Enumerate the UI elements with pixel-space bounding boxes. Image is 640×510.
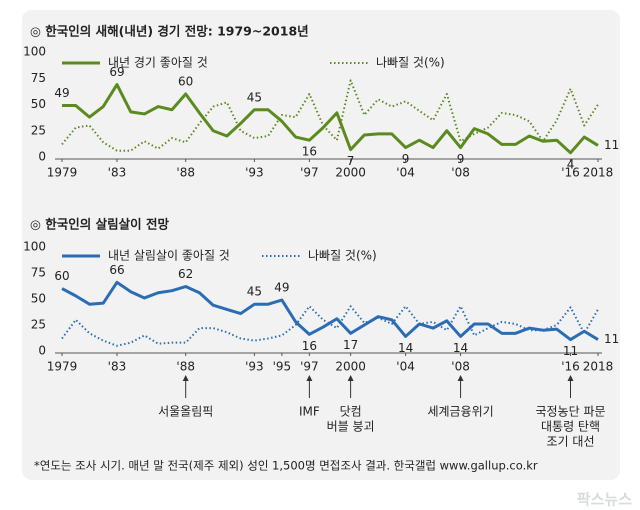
data-label: 45 (247, 285, 262, 299)
x-tick-label: 2000 (335, 166, 366, 180)
data-label: 11 (604, 332, 619, 346)
y-tick-label: 25 (31, 318, 46, 332)
data-label: 7 (347, 154, 355, 168)
chart-title: ◎ 한국인의 살림살이 전망 (30, 217, 169, 232)
y-tick-label: 50 (31, 97, 46, 111)
x-tick-label: 2018 (583, 360, 614, 374)
line-worse (61, 305, 599, 347)
x-tick-label: '97 (300, 360, 319, 374)
y-tick-label: 0 (38, 344, 46, 358)
x-tick-label: '04 (396, 360, 415, 374)
annotation: 국정농단 파문 (535, 405, 605, 419)
data-label: 69 (109, 65, 124, 79)
data-label: 14 (453, 341, 468, 355)
x-tick-label: '08 (451, 360, 470, 374)
y-tick-label: 75 (31, 71, 46, 85)
x-tick-label: '16 (561, 166, 580, 180)
line-better (61, 280, 599, 342)
x-tick-label: '83 (108, 360, 127, 374)
x-tick-label: '88 (176, 166, 195, 180)
x-tick-label: '08 (451, 166, 470, 180)
x-tick-label: 1979 (47, 360, 78, 374)
y-tick-label: 25 (31, 123, 46, 137)
watermark: 팍스뉴스 (577, 491, 632, 509)
legend-label: 내년 살림살이 좋아질 것 (108, 249, 230, 263)
x-tick-label: '97 (300, 166, 319, 180)
y-tick-label: 100 (23, 240, 46, 254)
data-label: 11 (604, 138, 619, 152)
data-label: 49 (54, 86, 69, 100)
data-label: 11 (563, 344, 578, 358)
data-label: 60 (178, 75, 193, 89)
data-label: 17 (343, 338, 358, 352)
chart-title: ◎ 한국인의 새해(내년) 경기 전망: 1979~2018년 (30, 24, 309, 39)
data-label: 62 (178, 267, 193, 281)
annotation: 세계금융위기 (427, 405, 493, 419)
y-tick-label: 0 (38, 150, 46, 164)
annotation: IMF (299, 405, 320, 419)
legend-label: 나빠질 것(%) (308, 249, 377, 263)
x-tick-label: 1979 (47, 166, 78, 180)
data-label: 49 (274, 281, 289, 295)
data-label: 45 (247, 90, 262, 104)
x-tick-label: '88 (176, 360, 195, 374)
x-tick-label: '93 (245, 166, 264, 180)
x-tick-label: '16 (561, 360, 580, 374)
annotation: 대통령 탄핵 (541, 420, 600, 434)
y-tick-label: 100 (23, 45, 46, 59)
x-tick-label: 2018 (583, 166, 614, 180)
data-label: 9 (457, 152, 465, 166)
legend-label: 나빠질 것(%) (376, 56, 445, 70)
data-label: 16 (302, 339, 317, 353)
data-label: 4 (567, 157, 575, 171)
data-label: 9 (402, 152, 410, 166)
footnote: *연도는 조사 시기. 매년 말 전국(제주 제외) 성인 1,500명 면접조… (34, 459, 538, 473)
x-tick-label: '83 (108, 166, 127, 180)
y-tick-label: 75 (31, 266, 46, 280)
x-tick-label: '04 (396, 166, 415, 180)
annotation: 닷컴 (340, 405, 362, 419)
line-better (62, 83, 599, 155)
x-tick-label: '95 (273, 360, 292, 374)
x-tick-label: '93 (245, 360, 264, 374)
panel (22, 10, 620, 480)
data-label: 60 (54, 269, 69, 283)
x-tick-label: 2000 (335, 360, 366, 374)
annotation: 버블 붕괴 (327, 420, 375, 434)
annotation: 서울올림픽 (158, 405, 213, 419)
y-tick-label: 50 (31, 292, 46, 306)
data-label: 66 (109, 263, 124, 277)
annotation: 조기 대선 (547, 435, 595, 449)
data-label: 14 (398, 341, 413, 355)
data-label: 16 (302, 145, 317, 159)
legend-label: 내년 경기 좋아질 것 (108, 56, 208, 70)
